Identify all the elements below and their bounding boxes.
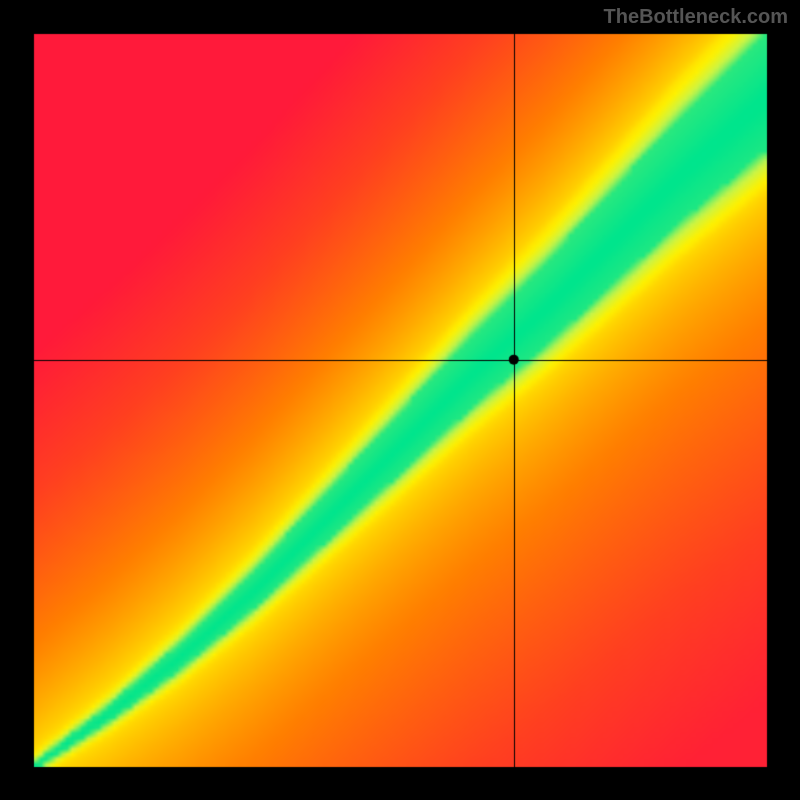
bottleneck-heatmap [0,0,800,800]
chart-container: TheBottleneck.com [0,0,800,800]
watermark-text: TheBottleneck.com [604,6,788,29]
